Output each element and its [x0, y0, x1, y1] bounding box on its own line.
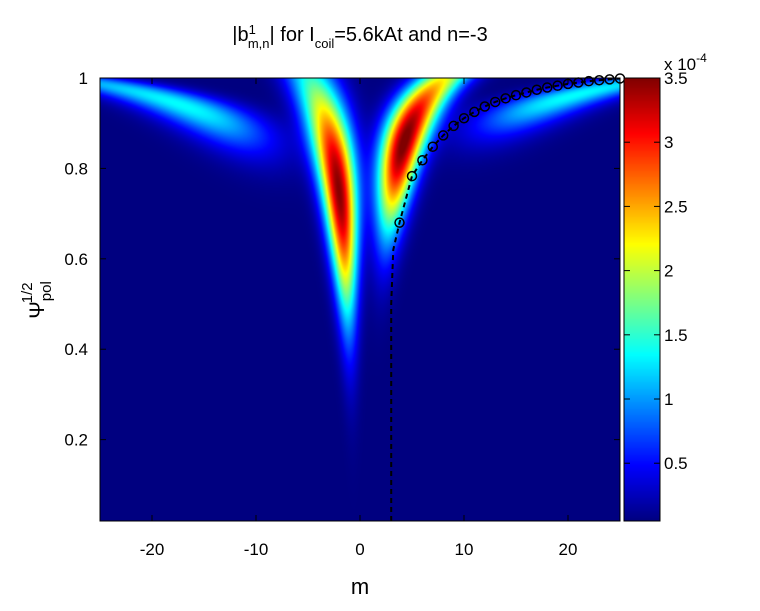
resonance-marker	[448, 120, 459, 132]
resonance-marker	[458, 112, 470, 124]
colorbar-tick-label: 2	[664, 262, 673, 281]
resonance-marker	[541, 82, 553, 93]
x-tick-label: -10	[244, 540, 269, 559]
colorbar-frame	[623, 77, 661, 522]
colorbar-tick-label: 3	[664, 133, 673, 152]
y-label-main: Ψ	[26, 301, 49, 319]
x-axis-label: m	[351, 574, 369, 599]
colorbar-tick-label: 1	[664, 390, 673, 409]
y-label-sub: pol	[38, 281, 55, 301]
x-axis: -20 -10 0 10 20	[140, 78, 578, 559]
resonance-line	[390, 77, 621, 521]
colorbar: 0.5 1 1.5 2 2.5 3 3.5 x 10-4	[623, 51, 707, 522]
resonance-marker	[437, 130, 449, 141]
y-tick-label: 0.4	[64, 340, 88, 359]
x-tick-label: 10	[455, 540, 474, 559]
resonance-marker	[593, 75, 605, 86]
y-tick-label: 0.2	[64, 431, 88, 450]
resonance-marker	[489, 96, 501, 108]
resonance-marker	[479, 101, 491, 112]
x-tick-label: -20	[140, 540, 165, 559]
y-tick-label: 1	[79, 69, 88, 88]
resonance-marker	[427, 141, 439, 152]
colorbar-scale: x 10-4	[664, 51, 707, 74]
resonance-marker	[500, 93, 511, 104]
resonance-marker	[521, 87, 532, 98]
resonance-marker	[394, 217, 405, 228]
y-axis-label: Ψpol1/2	[19, 281, 55, 319]
colorbar-ticks: 0.5 1 1.5 2 2.5 3 3.5	[624, 69, 688, 473]
colorbar-tick-label: 1.5	[664, 326, 688, 345]
title-sub: coil	[315, 36, 335, 51]
resonance-marker	[417, 155, 428, 166]
x-tick-label: 20	[559, 540, 578, 559]
resonance-marker	[406, 170, 418, 182]
resonance-marker	[510, 89, 522, 101]
title-part: |b	[232, 24, 248, 46]
heatmap-area	[99, 73, 626, 522]
resonance-marker	[604, 74, 615, 85]
chart-title: |b1 m,n| for Icoil=5.6kAt and n=-3	[232, 22, 487, 51]
colorbar-tick-label: 0.5	[664, 454, 688, 473]
y-tick-label: 0.6	[64, 250, 88, 269]
colorbar-tick-label: 2.5	[664, 197, 688, 216]
resonance-marker	[583, 75, 595, 87]
y-axis: 0.2 0.4 0.6 0.8 1	[64, 69, 620, 450]
resonance-marker	[531, 84, 543, 96]
heatmap-canvas	[100, 78, 620, 521]
colorbar-canvas	[624, 78, 660, 521]
title-sub: m,n	[248, 36, 270, 51]
title-part: | for I	[270, 24, 315, 46]
title-sup: 1	[249, 22, 256, 37]
x-tick-label: 0	[355, 540, 364, 559]
y-label-sup: 1/2	[19, 282, 36, 303]
resonance-marker	[469, 106, 480, 118]
y-tick-label: 0.8	[64, 159, 88, 178]
title-part: =5.6kAt and n=-3	[334, 24, 487, 46]
colorbar-tick-label: 3.5	[664, 69, 688, 88]
colorbar-scale-prefix: x 10	[664, 55, 696, 74]
colorbar-scale-exp: -4	[696, 51, 707, 65]
resonance-marker	[552, 80, 563, 91]
